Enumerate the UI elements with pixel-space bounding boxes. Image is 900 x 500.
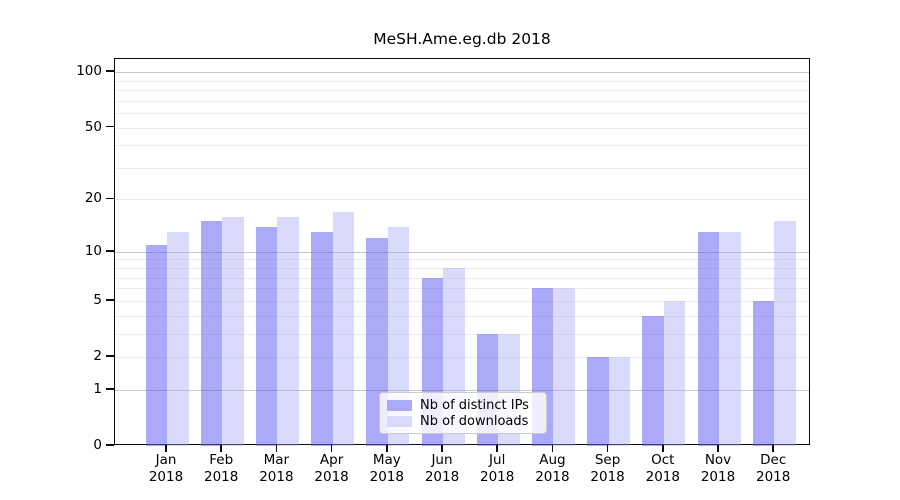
y-tick-mark-1	[106, 388, 114, 390]
bar-downloads-dec	[774, 221, 796, 446]
bar-ips-oct	[642, 315, 664, 446]
x-tick-label-may: May 2018	[369, 452, 404, 485]
gridline-7	[115, 277, 809, 279]
gridline-6	[115, 288, 809, 290]
y-tick-label-2: 2	[93, 348, 102, 364]
bar-ips-nov	[697, 232, 719, 446]
x-tick-mark-sep	[606, 445, 609, 452]
legend-row-downloads: Nb of downloads	[387, 414, 539, 429]
bar-downloads-may	[387, 226, 410, 446]
x-tick-label-dec: Dec 2018	[756, 452, 791, 485]
legend-label-downloads: Nb of downloads	[420, 413, 529, 429]
gridline-60	[115, 113, 809, 115]
y-tick-mark-2	[106, 355, 114, 357]
x-tick-label-oct: Oct 2018	[645, 452, 680, 485]
y-tick-label-50: 50	[84, 118, 102, 135]
y-tick-label-100: 100	[76, 63, 102, 80]
bar-ips-jan	[145, 244, 167, 446]
x-tick-label-feb: Feb 2018	[204, 452, 239, 485]
gridline-4	[115, 315, 809, 317]
x-tick-label-mar: Mar 2018	[259, 452, 294, 485]
x-tick-label-apr: Apr 2018	[314, 452, 349, 485]
y-tick-label-20: 20	[84, 190, 102, 207]
x-tick-mark-jul	[496, 445, 498, 452]
gridline-2	[115, 357, 809, 358]
x-tick-mark-jun	[441, 445, 443, 452]
y-tick-label-1: 1	[93, 380, 102, 397]
bar-downloads-aug	[553, 288, 575, 446]
bar-ips-feb	[200, 221, 223, 446]
x-tick-label-aug: Aug 2018	[535, 452, 570, 485]
y-tick-mark-0	[106, 444, 114, 446]
gridline-70	[115, 100, 809, 102]
gridline-9	[115, 259, 809, 261]
gridline-80	[115, 90, 809, 92]
y-tick-mark-50	[106, 125, 114, 128]
legend-row-ips: Nb of distinct IPs	[387, 398, 539, 413]
gridline-3	[115, 333, 809, 335]
gridline-8	[115, 268, 809, 270]
bar-downloads-jan	[167, 232, 189, 446]
gridline-major-1	[115, 389, 809, 391]
bar-downloads-mar	[277, 216, 299, 446]
bar-downloads-nov	[719, 232, 741, 446]
bar-ips-apr	[311, 232, 333, 446]
legend-swatch-ips-icon	[387, 399, 412, 411]
bar-ips-mar	[255, 226, 278, 446]
gridline-5	[115, 300, 809, 302]
gridline-40	[115, 145, 809, 147]
bar-downloads-sep	[608, 357, 631, 446]
x-tick-mark-aug	[551, 445, 554, 452]
x-tick-label-nov: Nov 2018	[700, 452, 736, 485]
x-tick-mark-may	[386, 445, 388, 452]
y-tick-label-0: 0	[93, 437, 102, 453]
gridline-50	[115, 127, 809, 129]
gridline-30	[115, 167, 809, 169]
y-tick-mark-100	[106, 70, 114, 72]
legend: Nb of distinct IPs Nb of downloads	[379, 392, 547, 434]
y-tick-label-10: 10	[84, 242, 102, 259]
legend-swatch-downloads-icon	[387, 415, 412, 427]
gridline-20	[115, 199, 809, 201]
plot-area: Nb of distinct IPs Nb of downloads	[114, 58, 810, 446]
x-tick-mark-apr	[330, 445, 333, 452]
y-tick-mark-10	[106, 250, 114, 252]
y-tick-mark-20	[106, 197, 114, 200]
gridline-major-10	[115, 251, 809, 253]
bar-downloads-apr	[332, 211, 355, 446]
bar-downloads-oct	[663, 300, 686, 446]
x-tick-mark-feb	[220, 445, 222, 452]
bar-ips-dec	[752, 300, 775, 446]
x-tick-mark-dec	[772, 445, 774, 452]
x-tick-label-jun: Jun 2018	[424, 452, 460, 485]
x-tick-mark-mar	[275, 445, 278, 452]
x-tick-mark-nov	[717, 445, 719, 452]
y-tick-label-5: 5	[93, 291, 102, 308]
legend-label-ips: Nb of distinct IPs	[420, 397, 529, 413]
x-tick-mark-oct	[662, 445, 664, 452]
gridline-90	[115, 80, 809, 82]
x-tick-mark-jan	[165, 445, 167, 452]
gridline-major-100	[115, 72, 809, 74]
chart-title: MeSH.Ame.eg.db 2018	[373, 30, 551, 48]
x-tick-label-sep: Sep 2018	[590, 452, 625, 485]
x-tick-label-jan: Jan 2018	[148, 452, 184, 485]
x-tick-label-jul: Jul 2018	[480, 452, 515, 485]
y-tick-mark-5	[106, 299, 114, 301]
bar-downloads-feb	[222, 216, 244, 446]
bar-ips-sep	[587, 357, 609, 446]
